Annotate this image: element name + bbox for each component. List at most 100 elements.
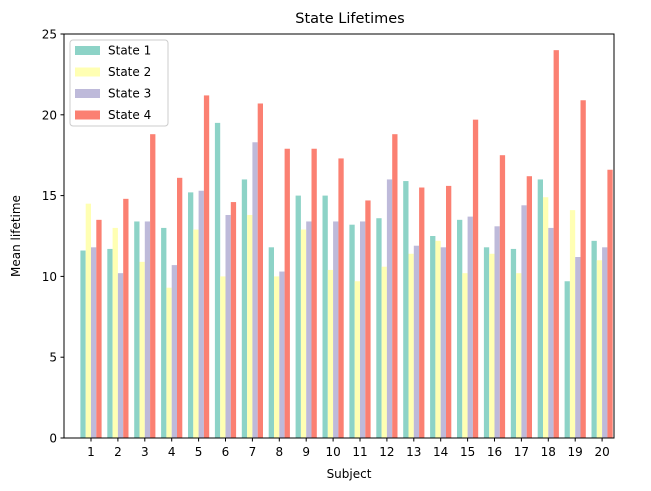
bar-state3-subject-7 — [252, 142, 258, 438]
x-tick-label: 11 — [352, 445, 367, 459]
bar-state3-subject-10 — [333, 221, 339, 438]
bar-state2-subject-18 — [543, 197, 549, 438]
bar-state4-subject-5 — [203, 95, 210, 438]
bar-state2-subject-19 — [569, 210, 576, 438]
bar-state4-subject-17 — [526, 176, 532, 438]
bar-state1-subject-9 — [295, 195, 301, 438]
bar-state4-subject-16 — [499, 155, 506, 438]
y-tick-label: 10 — [42, 270, 57, 284]
x-tick-label: 8 — [275, 445, 283, 459]
x-tick-label: 6 — [222, 445, 230, 459]
bar-state4-subject-6 — [230, 202, 237, 438]
bar-state3-subject-6 — [225, 214, 231, 438]
bar-state2-subject-4 — [166, 287, 172, 438]
bar-state3-subject-13 — [413, 245, 420, 438]
bar-state2-subject-3 — [139, 261, 145, 438]
bar-state2-subject-14 — [435, 240, 441, 438]
bar-state1-subject-14 — [430, 236, 436, 438]
bar-state2-subject-9 — [300, 229, 307, 438]
bar-state4-subject-11 — [365, 200, 371, 438]
bar-state4-subject-2 — [123, 198, 129, 438]
chart-title: State Lifetimes — [295, 11, 404, 27]
bar-state1-subject-17 — [510, 248, 517, 438]
bar-state1-subject-16 — [483, 247, 490, 438]
bar-state1-subject-7 — [241, 179, 248, 438]
x-tick-label: 13 — [406, 445, 421, 459]
y-tick-label: 5 — [49, 351, 57, 365]
bar-state1-subject-13 — [403, 181, 409, 438]
bar-state1-subject-19 — [564, 281, 570, 438]
bar-state1-subject-18 — [537, 179, 543, 438]
bar-state4-subject-15 — [472, 119, 479, 439]
bar-state4-subject-10 — [338, 158, 344, 438]
bar-state4-subject-14 — [446, 185, 452, 438]
bar-state3-subject-17 — [521, 205, 527, 438]
bar-state3-subject-5 — [198, 190, 204, 438]
bar-state4-subject-12 — [392, 134, 398, 438]
bar-state3-subject-8 — [279, 271, 285, 438]
bar-state4-subject-13 — [419, 187, 425, 438]
y-axis: 0 5 10 15 20 25 — [42, 28, 64, 446]
bar-state2-subject-2 — [112, 227, 118, 438]
bar-state3-subject-12 — [386, 179, 393, 438]
bar-state1-subject-8 — [268, 247, 274, 438]
x-tick-label: 17 — [514, 445, 529, 459]
bar-state3-subject-3 — [144, 221, 151, 438]
bar-state3-subject-19 — [575, 257, 581, 438]
legend-label-state1: State 1 — [108, 44, 151, 58]
y-axis-label: Mean lifetime — [9, 195, 23, 277]
bar-state4-subject-19 — [580, 100, 586, 438]
x-tick-label: 3 — [141, 445, 149, 459]
bar-state3-subject-1 — [91, 247, 97, 438]
legend-box — [69, 39, 169, 127]
bar-state1-subject-15 — [457, 219, 463, 438]
bar-state2-subject-20 — [596, 260, 603, 438]
x-tick-label: 15 — [460, 445, 475, 459]
bar-state3-subject-9 — [306, 221, 312, 438]
bar-state3-subject-4 — [171, 265, 177, 438]
bar-state1-subject-2 — [107, 248, 113, 438]
legend-label-state4: State 4 — [108, 108, 151, 122]
bar-state2-subject-16 — [489, 253, 495, 438]
bar-state2-subject-7 — [247, 214, 253, 438]
y-tick-label: 25 — [42, 28, 57, 42]
bar-state2-subject-8 — [274, 276, 280, 438]
bar-state4-subject-7 — [257, 103, 263, 439]
x-axis: 1 2 3 4 5 6 7 8 9 10 11 12 13 14 15 16 17 18 19 20 — [87, 438, 610, 459]
bar-state1-subject-1 — [80, 250, 86, 438]
plot-frame — [63, 33, 615, 439]
bar-state3-subject-11 — [360, 221, 366, 438]
bar-state4-subject-8 — [284, 148, 290, 439]
bar-state4-subject-18 — [553, 50, 559, 438]
x-tick-label: 5 — [195, 445, 203, 459]
x-tick-label: 9 — [302, 445, 310, 459]
x-tick-label: 7 — [249, 445, 257, 459]
bar-state1-subject-5 — [188, 192, 194, 438]
x-tick-label: 20 — [594, 445, 609, 459]
bar-state4-subject-9 — [311, 148, 317, 439]
x-tick-label: 10 — [325, 445, 340, 459]
bar-state4-subject-4 — [177, 177, 183, 438]
bar-state2-subject-11 — [354, 281, 360, 438]
legend-swatch-state3 — [75, 89, 100, 98]
x-tick-label: 4 — [168, 445, 176, 459]
bar-state3-subject-14 — [440, 247, 446, 438]
bar-state1-subject-11 — [349, 224, 355, 438]
bar-state4-subject-3 — [150, 134, 156, 438]
x-tick-label: 2 — [114, 445, 122, 459]
legend-swatch-state4 — [75, 110, 100, 120]
y-tick-label: 20 — [42, 108, 57, 122]
bar-state2-subject-6 — [220, 276, 226, 438]
bar-state4-subject-1 — [96, 219, 102, 438]
bar-state3-subject-2 — [117, 273, 124, 438]
bar-state2-subject-12 — [381, 266, 387, 438]
x-axis-label: Subject — [327, 467, 372, 481]
bar-state2-subject-10 — [327, 269, 334, 438]
legend-swatch-state2 — [75, 67, 100, 77]
legend-label-state3: State 3 — [108, 87, 151, 101]
bar-state3-subject-18 — [548, 227, 554, 438]
bar-state2-subject-1 — [85, 203, 91, 438]
bar-state2-subject-17 — [516, 273, 522, 438]
x-tick-label: 19 — [568, 445, 583, 459]
